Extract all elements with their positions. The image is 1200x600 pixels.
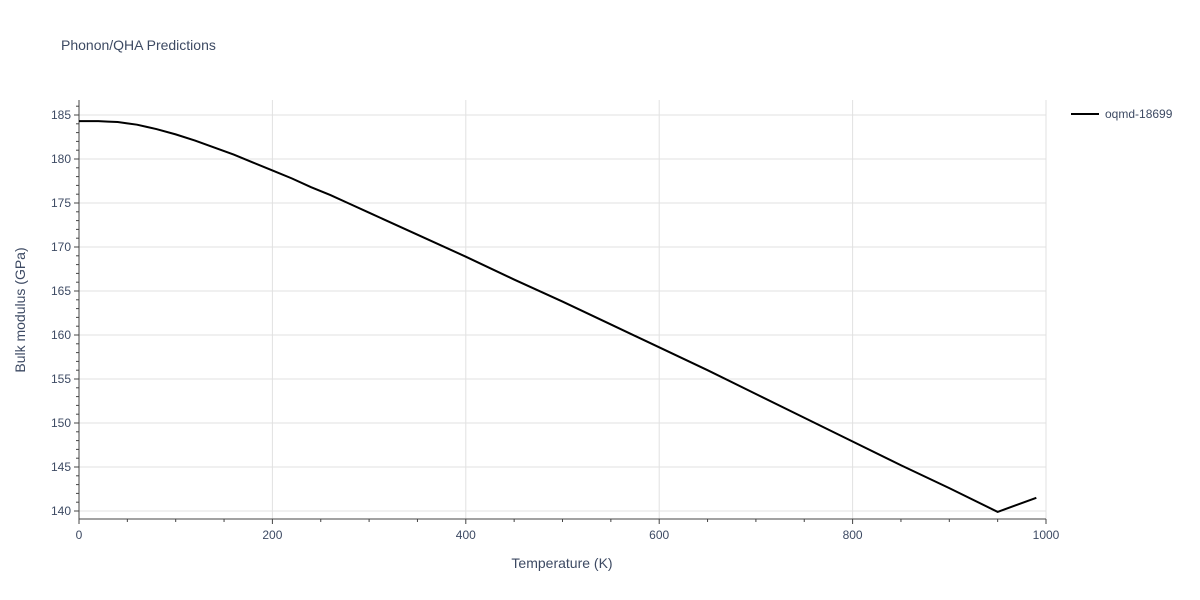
y-tick-label: 140 (51, 504, 71, 518)
legend-item[interactable]: oqmd-18699 (1071, 107, 1173, 121)
y-tick-label: 170 (51, 240, 71, 254)
x-tick-label: 600 (649, 528, 669, 542)
x-tick-label: 1000 (1033, 528, 1060, 542)
x-tick-label: 400 (456, 528, 476, 542)
legend-label: oqmd-18699 (1105, 107, 1173, 121)
y-tick-label: 180 (51, 152, 71, 166)
grid (79, 100, 1047, 519)
y-tick-label: 155 (51, 372, 71, 386)
y-tick-label: 160 (51, 328, 71, 342)
x-tick-label: 0 (76, 528, 83, 542)
series-line-oqmd-18699 (79, 120, 1037, 513)
legend[interactable]: oqmd-18699 (1071, 107, 1173, 121)
y-tick-label: 185 (51, 108, 71, 122)
chart-title: Phonon/QHA Predictions (61, 37, 216, 53)
x-axis-title: Temperature (K) (511, 555, 612, 571)
y-tick-label: 175 (51, 196, 71, 210)
y-tick-label: 150 (51, 416, 71, 430)
axes: 140 145 150 155 160 165 170 175 180 185 0 200 400 600… (51, 100, 1060, 542)
y-axis-title: Bulk modulus (GPa) (12, 247, 28, 372)
y-tick-label: 145 (51, 460, 71, 474)
series-layer (79, 120, 1037, 513)
x-tick-label: 200 (262, 528, 282, 542)
x-tick-label: 800 (843, 528, 863, 542)
y-tick-label: 165 (51, 284, 71, 298)
